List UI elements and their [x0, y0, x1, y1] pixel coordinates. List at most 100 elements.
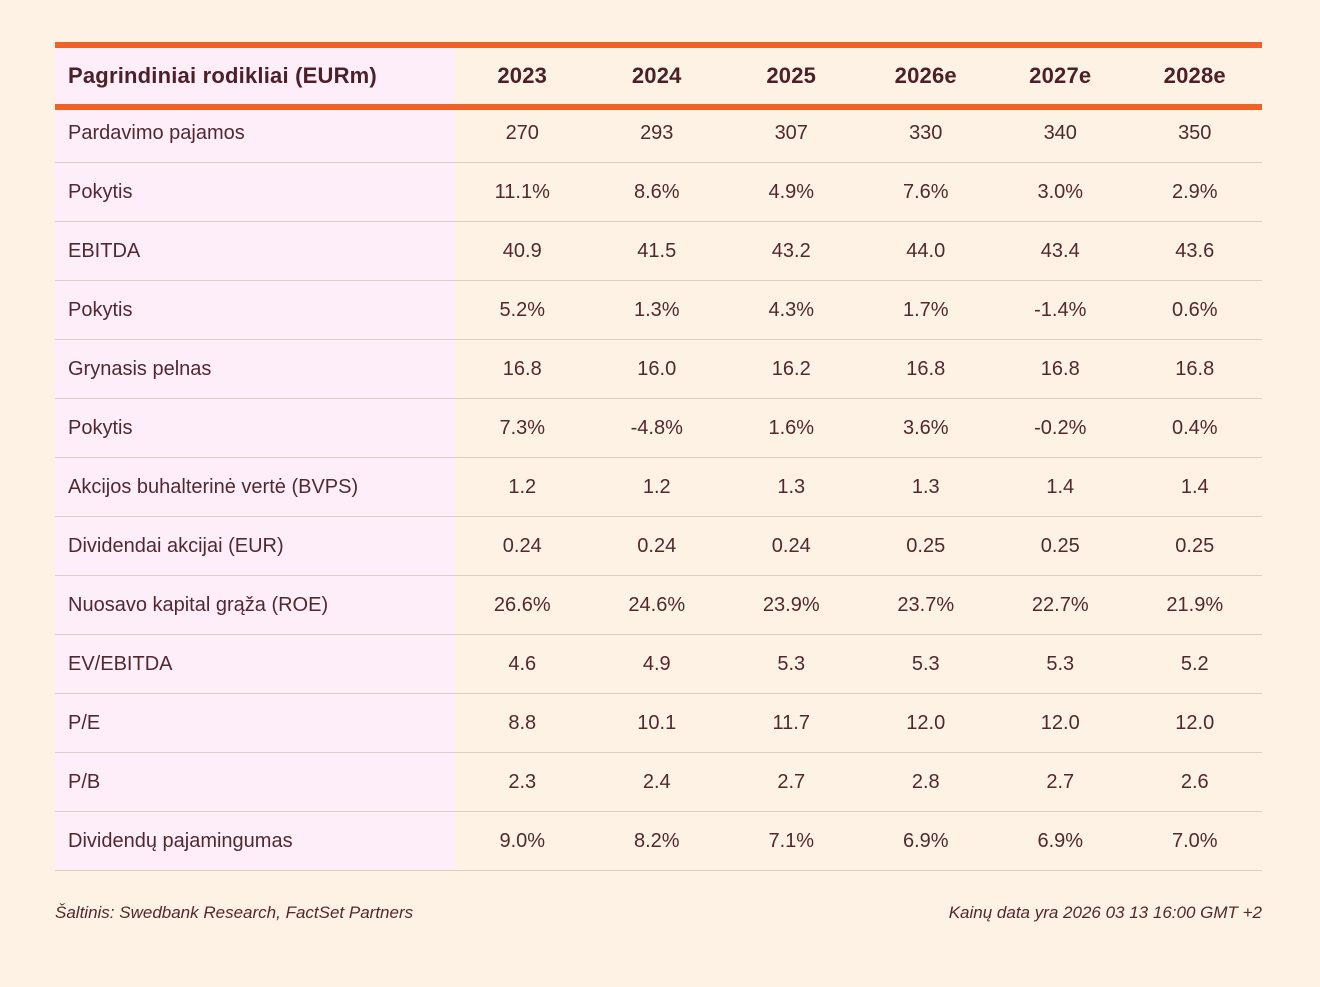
table-title: Pagrindiniai rodikliai (EURm): [55, 48, 455, 104]
cell-value: 4.9: [589, 634, 724, 694]
cell-value: 16.8: [1127, 339, 1262, 399]
cell-value: 16.8: [993, 339, 1128, 399]
row-label: Akcijos buhalterinė vertė (BVPS): [55, 457, 455, 517]
cell-value: 5.3: [724, 634, 859, 694]
row-label: Pokytis: [55, 162, 455, 222]
source-note: Šaltinis: Swedbank Research, FactSet Par…: [55, 903, 414, 922]
cell-value: 2.4: [589, 752, 724, 812]
row-label: EV/EBITDA: [55, 634, 455, 694]
cell-value: 2.9%: [1127, 162, 1262, 222]
cell-value: 26.6%: [455, 575, 590, 635]
cell-value: 5.2%: [455, 280, 590, 340]
cell-value: 11.1%: [455, 162, 590, 222]
cell-value: 7.1%: [724, 811, 859, 871]
column-header-2026e: 2026e: [858, 48, 993, 104]
table-row: P/B 2.3 2.4 2.7 2.8 2.7 2.6: [55, 752, 1262, 812]
cell-value: 4.6: [455, 634, 590, 694]
cell-value: 8.8: [455, 693, 590, 753]
cell-value: 2.7: [993, 752, 1128, 812]
table-row: P/E 8.8 10.1 11.7 12.0 12.0 12.0: [55, 693, 1262, 753]
cell-value: 7.0%: [1127, 811, 1262, 871]
table-footnotes: Šaltinis: Swedbank Research, FactSet Par…: [55, 903, 1262, 923]
table-row: Akcijos buhalterinė vertė (BVPS) 1.2 1.2 1.…: [55, 457, 1262, 517]
table-row: Grynasis pelnas 16.8 16.0 16.2 16.8 16.8 16.8: [55, 339, 1262, 399]
cell-value: 0.24: [455, 516, 590, 576]
cell-value: 4.9%: [724, 162, 859, 222]
cell-value: 43.4: [993, 221, 1128, 281]
cell-value: 0.24: [724, 516, 859, 576]
row-label: Pokytis: [55, 398, 455, 458]
column-header-2023: 2023: [455, 48, 590, 104]
cell-value: 44.0: [858, 221, 993, 281]
cell-value: 340: [993, 104, 1128, 163]
cell-value: 293: [589, 104, 724, 163]
cell-value: 16.8: [455, 339, 590, 399]
header-bottom-orange-rule: [55, 104, 1262, 110]
table-row: EBITDA 40.9 41.5 43.2 44.0 43.4 43.6: [55, 221, 1262, 281]
cell-value: 16.8: [858, 339, 993, 399]
cell-value: 21.9%: [1127, 575, 1262, 635]
row-label: Grynasis pelnas: [55, 339, 455, 399]
column-header-2027e: 2027e: [993, 48, 1128, 104]
cell-value: 1.3%: [589, 280, 724, 340]
table-row: Pokytis 11.1% 8.6% 4.9% 7.6% 3.0% 2.9%: [55, 162, 1262, 222]
row-label: Dividendų pajamingumas: [55, 811, 455, 871]
cell-value: 8.2%: [589, 811, 724, 871]
table-row: EV/EBITDA 4.6 4.9 5.3 5.3 5.3 5.2: [55, 634, 1262, 694]
cell-value: 7.3%: [455, 398, 590, 458]
cell-value: 0.25: [993, 516, 1128, 576]
cell-value: 1.4: [993, 457, 1128, 517]
row-label: P/E: [55, 693, 455, 753]
cell-value: 7.6%: [858, 162, 993, 222]
cell-value: 0.25: [1127, 516, 1262, 576]
table-row: Pardavimo pajamos 270 293 307 330 340 350: [55, 104, 1262, 163]
cell-value: 11.7: [724, 693, 859, 753]
cell-value: 1.3: [724, 457, 859, 517]
cell-value: 6.9%: [993, 811, 1128, 871]
cell-value: 4.3%: [724, 280, 859, 340]
row-label: Nuosavo kapital grąža (ROE): [55, 575, 455, 635]
cell-value: 16.0: [589, 339, 724, 399]
cell-value: 0.6%: [1127, 280, 1262, 340]
cell-value: 43.2: [724, 221, 859, 281]
cell-value: 5.3: [858, 634, 993, 694]
cell-value: 1.4: [1127, 457, 1262, 517]
row-label: Pokytis: [55, 280, 455, 340]
cell-value: 1.2: [589, 457, 724, 517]
cell-value: 16.2: [724, 339, 859, 399]
cell-value: 41.5: [589, 221, 724, 281]
cell-value: 24.6%: [589, 575, 724, 635]
table-row: Nuosavo kapital grąža (ROE) 26.6% 24.6% 23.…: [55, 575, 1262, 635]
cell-value: 40.9: [455, 221, 590, 281]
cell-value: 0.25: [858, 516, 993, 576]
cell-value: 1.6%: [724, 398, 859, 458]
cell-value: -1.4%: [993, 280, 1128, 340]
cell-value: 307: [724, 104, 859, 163]
cell-value: 330: [858, 104, 993, 163]
cell-value: 2.8: [858, 752, 993, 812]
price-date-note: Kainų data yra 2026 03 13 16:00 GMT +2: [948, 903, 1262, 922]
cell-value: 0.24: [589, 516, 724, 576]
row-label: EBITDA: [55, 221, 455, 281]
cell-value: 350: [1127, 104, 1262, 163]
column-header-2028e: 2028e: [1127, 48, 1262, 104]
cell-value: 3.6%: [858, 398, 993, 458]
table-row: Dividendai akcijai (EUR) 0.24 0.24 0.24 0.25…: [55, 516, 1262, 576]
cell-value: 1.3: [858, 457, 993, 517]
cell-value: 2.6: [1127, 752, 1262, 812]
cell-value: 3.0%: [993, 162, 1128, 222]
cell-value: 5.3: [993, 634, 1128, 694]
row-label: P/B: [55, 752, 455, 812]
cell-value: 8.6%: [589, 162, 724, 222]
cell-value: 5.2: [1127, 634, 1262, 694]
cell-value: 1.7%: [858, 280, 993, 340]
cell-value: 43.6: [1127, 221, 1262, 281]
cell-value: 23.7%: [858, 575, 993, 635]
row-label: Pardavimo pajamos: [55, 104, 455, 163]
cell-value: 2.3: [455, 752, 590, 812]
cell-value: -4.8%: [589, 398, 724, 458]
column-header-2025: 2025: [724, 48, 859, 104]
cell-value: 23.9%: [724, 575, 859, 635]
table-row: Pokytis 5.2% 1.3% 4.3% 1.7% -1.4% 0.6%: [55, 280, 1262, 340]
